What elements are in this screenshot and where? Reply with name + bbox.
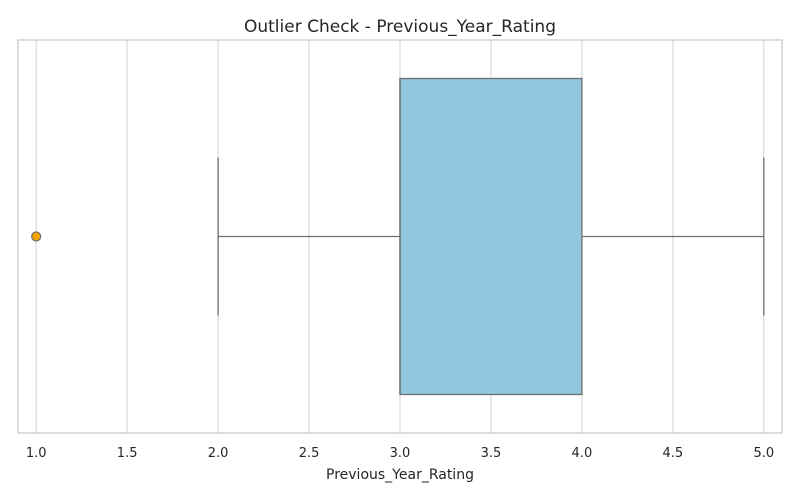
- x-tick-label: 2.0: [208, 446, 229, 461]
- x-tick-label: 1.0: [26, 446, 47, 461]
- box-plot: [32, 79, 764, 395]
- x-tick-label: 5.0: [753, 446, 774, 461]
- box-iqr: [400, 79, 582, 395]
- x-tick-label: 2.5: [299, 446, 320, 461]
- x-axis-label: Previous_Year_Rating: [326, 467, 474, 483]
- chart-title: Outlier Check - Previous_Year_Rating: [244, 17, 556, 37]
- outlier-point: [32, 232, 41, 241]
- x-tick-label: 4.0: [572, 446, 593, 461]
- x-tick-label: 4.5: [663, 446, 684, 461]
- x-tick-label: 3.0: [390, 446, 411, 461]
- x-tick-labels: 1.0 1.5 2.0 2.5 3.0 3.5 4.0 4.5 5.0: [26, 446, 774, 461]
- x-tick-label: 3.5: [481, 446, 502, 461]
- x-tick-label: 1.5: [117, 446, 138, 461]
